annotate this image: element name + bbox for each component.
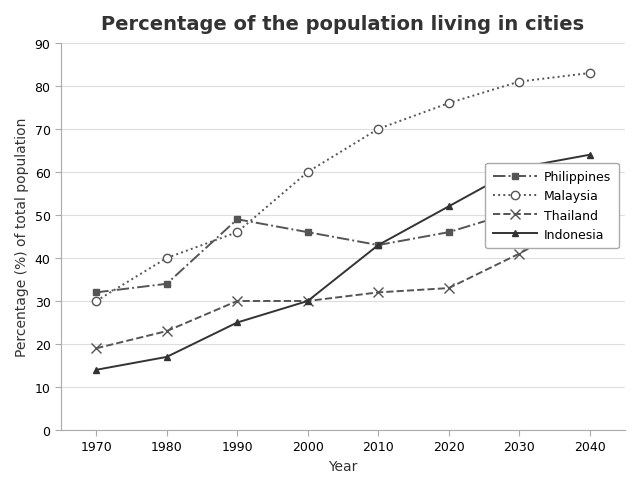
Line: Thailand: Thailand (92, 211, 595, 353)
Indonesia (586, 152, 593, 158)
Thailand (515, 251, 523, 257)
Philippines (445, 230, 452, 236)
Philippines (304, 230, 312, 236)
Thailand (234, 299, 241, 305)
Malaysia (304, 170, 312, 176)
Thailand (374, 290, 382, 296)
Philippines (515, 208, 523, 214)
Line: Philippines: Philippines (93, 186, 593, 296)
Philippines (234, 217, 241, 223)
Malaysia (586, 71, 593, 77)
Malaysia (374, 127, 382, 133)
Indonesia (92, 367, 100, 373)
Thailand (163, 328, 171, 334)
Indonesia (163, 354, 171, 360)
Philippines (586, 187, 593, 193)
Philippines (92, 290, 100, 296)
Malaysia (445, 101, 452, 107)
Line: Malaysia: Malaysia (92, 70, 594, 305)
X-axis label: Year: Year (328, 459, 358, 473)
Legend: Philippines, Malaysia, Thailand, Indonesia: Philippines, Malaysia, Thailand, Indones… (485, 163, 619, 249)
Malaysia (515, 80, 523, 85)
Thailand (445, 285, 452, 291)
Y-axis label: Percentage (%) of total population: Percentage (%) of total population (15, 118, 29, 356)
Indonesia (374, 243, 382, 248)
Indonesia (234, 320, 241, 326)
Philippines (374, 243, 382, 248)
Malaysia (163, 256, 171, 262)
Line: Indonesia: Indonesia (93, 152, 593, 373)
Indonesia (445, 204, 452, 210)
Indonesia (304, 299, 312, 305)
Malaysia (92, 299, 100, 305)
Philippines (163, 281, 171, 287)
Title: Percentage of the population living in cities: Percentage of the population living in c… (101, 15, 584, 34)
Thailand (304, 299, 312, 305)
Indonesia (515, 165, 523, 171)
Thailand (586, 213, 593, 219)
Malaysia (234, 230, 241, 236)
Thailand (92, 346, 100, 351)
